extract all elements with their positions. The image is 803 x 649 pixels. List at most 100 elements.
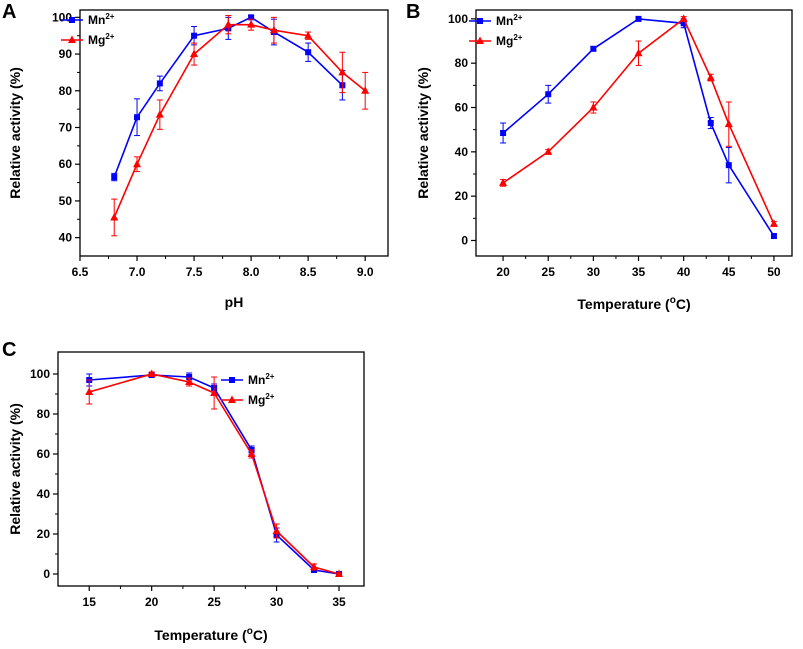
- series-mg-point: [335, 569, 344, 577]
- y-tick-label: 80: [37, 407, 51, 421]
- legend-label-main: Mg: [248, 393, 265, 407]
- y-tick-label: 100: [30, 367, 50, 381]
- y-tick-label: 60: [37, 447, 51, 461]
- x-axis-title-main: pH: [225, 294, 244, 310]
- series-mn-point: [725, 162, 732, 169]
- y-tick-label: 40: [37, 487, 51, 501]
- series-mg-point: [724, 119, 733, 128]
- legend-marker: [477, 18, 483, 24]
- y-tick-label: 20: [455, 189, 469, 203]
- y-tick-label: 60: [455, 101, 469, 115]
- y-tick-label: 100: [448, 12, 468, 26]
- y-tick-label: 0: [43, 567, 50, 581]
- legend-label-main: Mg: [496, 34, 513, 48]
- legend-label-main: Mn: [248, 373, 265, 387]
- x-axis-title-end: C): [676, 296, 691, 312]
- series-mn-point: [770, 233, 777, 240]
- y-tick-label: 80: [59, 84, 73, 98]
- legend-label-sup: 2+: [513, 13, 522, 22]
- legend-label-main: Mn: [496, 14, 513, 28]
- x-tick-label: 8.5: [300, 265, 317, 279]
- series-mn-point: [248, 14, 255, 21]
- x-tick-label: 25: [207, 595, 221, 609]
- series-mg-point: [155, 110, 164, 118]
- series-mg-point: [706, 73, 715, 81]
- y-tick-label: 20: [37, 527, 51, 541]
- x-tick-label: 6.5: [72, 265, 89, 279]
- x-tick-label: 25: [542, 265, 556, 279]
- legend-label-sup: 2+: [105, 12, 114, 21]
- y-tick-label: 80: [455, 56, 469, 70]
- x-tick-label: 20: [496, 265, 510, 279]
- series-mn-point: [707, 120, 714, 127]
- series-mg-point: [190, 49, 199, 58]
- x-tick-label: 15: [83, 595, 97, 609]
- legend-entry-mg: Mg2+: [61, 32, 115, 47]
- legend-entry-mg: Mg2+: [221, 392, 275, 407]
- x-tick-label: 9.0: [357, 265, 374, 279]
- x-tick-label: 45: [722, 265, 736, 279]
- x-tick-label: 20: [145, 595, 159, 609]
- x-axis-title: Temperature (oC): [154, 626, 267, 643]
- x-axis-title-end: C): [253, 627, 268, 643]
- series-mg-line: [113, 23, 366, 218]
- legend-entry-mn: Mn2+: [469, 13, 523, 28]
- series-mg-point: [247, 449, 256, 457]
- x-tick-label: 8.0: [243, 265, 260, 279]
- series-mg-point: [185, 377, 194, 385]
- legend-entry-mg: Mg2+: [469, 33, 523, 48]
- series-mn-point: [305, 49, 312, 56]
- series-mn-line: [113, 16, 343, 178]
- legend-label: Mg2+: [88, 32, 115, 47]
- series-mg-point: [679, 14, 688, 22]
- series-mg-group: [110, 15, 370, 237]
- legend-label-sup: 2+: [105, 32, 114, 41]
- series-mn-point: [191, 32, 198, 39]
- x-axis-title-main: Temperature (: [577, 296, 670, 312]
- plot-frame: [57, 351, 365, 587]
- series-mg-point: [224, 20, 233, 28]
- legend-label-sup: 2+: [513, 33, 522, 42]
- legend-marker: [228, 395, 236, 403]
- series-mn-point: [590, 45, 597, 52]
- series-mn-point: [111, 174, 118, 181]
- series-mn-point: [680, 20, 687, 27]
- series-mg-point: [272, 526, 281, 534]
- series-mn-line: [502, 18, 775, 237]
- x-axis-title: Temperature (oC): [577, 295, 690, 312]
- x-axis-title-sup: o: [670, 295, 676, 306]
- series-mg-point: [499, 178, 508, 186]
- x-tick-label: 40: [677, 265, 691, 279]
- series-mg-point: [110, 212, 119, 221]
- series-mg-point: [304, 31, 313, 39]
- y-tick-label: 100: [52, 10, 72, 24]
- series-mg-line: [502, 17, 775, 225]
- legend-label-main: Mg: [88, 33, 105, 47]
- series-mg-point: [361, 86, 370, 94]
- legend-label: Mn2+: [496, 13, 523, 28]
- legend-marker: [68, 35, 76, 43]
- panel-a: A 6.5 7.0 7.5 8.0 8.5 9.0 40 50 60 70 80 90 100 pH Rela…: [2, 1, 389, 310]
- x-tick-label: 50: [767, 265, 781, 279]
- series-mg-point: [589, 103, 598, 111]
- series-mn-point: [156, 80, 163, 87]
- x-tick-label: 30: [587, 265, 601, 279]
- series-mn-point: [134, 114, 141, 121]
- panel-c: C 15 20 25 30 35 0 20 40 60 80 100 Temperature (oC) R…: [2, 339, 365, 643]
- legend-label-main: Mn: [88, 13, 105, 27]
- series-mg-point: [338, 67, 347, 76]
- series-mg-point: [210, 388, 219, 396]
- series-mg-point: [133, 159, 142, 168]
- series-mg-group: [499, 14, 778, 227]
- y-tick-label: 50: [59, 194, 73, 208]
- y-tick-label: 90: [59, 47, 73, 61]
- series-mg-group: [85, 369, 344, 577]
- legend-label-sup: 2+: [265, 372, 274, 381]
- series-mg-line: [88, 373, 340, 575]
- y-tick-label: 60: [59, 157, 73, 171]
- series-mg-point: [85, 387, 94, 395]
- legend-entry-mn: Mn2+: [221, 372, 275, 387]
- series-mn-point: [186, 374, 193, 380]
- legend-label: Mg2+: [248, 392, 275, 407]
